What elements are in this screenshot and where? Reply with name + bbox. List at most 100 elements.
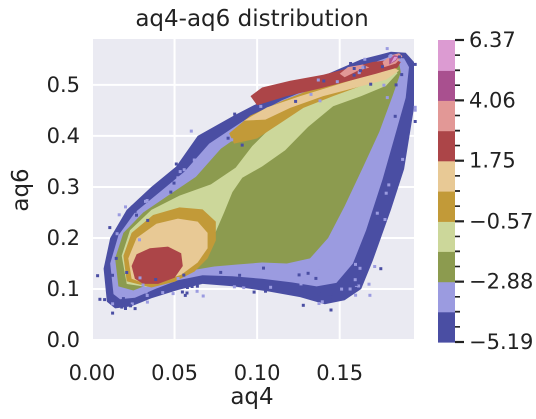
density-speck-12 bbox=[154, 278, 158, 281]
density-speck-94 bbox=[314, 276, 318, 280]
density-speck-127 bbox=[358, 69, 362, 73]
density-speck-137 bbox=[413, 108, 417, 112]
density-speck-133 bbox=[118, 293, 122, 297]
density-speck-74 bbox=[226, 136, 230, 140]
density-speck-78 bbox=[262, 266, 265, 270]
y-axis-ticks: 0.0 0.1 0.2 0.3 0.4 0.5 bbox=[47, 73, 80, 352]
density-speck-9 bbox=[393, 114, 397, 118]
density-speck-47 bbox=[309, 92, 313, 96]
density-speck-112 bbox=[332, 293, 336, 297]
density-speck-105 bbox=[367, 282, 371, 286]
contour-region-8 bbox=[131, 246, 183, 284]
density-speck-55 bbox=[242, 286, 246, 290]
density-speck-117 bbox=[400, 73, 404, 77]
x-axis-ticks: 0.00 0.05 0.10 0.15 bbox=[69, 361, 363, 385]
density-speck-121 bbox=[222, 267, 226, 271]
density-speck-37 bbox=[259, 104, 263, 108]
density-speck-40 bbox=[152, 188, 156, 192]
chart-title: aq4-aq6 distribution bbox=[135, 6, 368, 32]
colorbar-band-0 bbox=[438, 311, 455, 343]
density-speck-118 bbox=[133, 209, 137, 213]
density-speck-71 bbox=[110, 295, 114, 299]
density-speck-65 bbox=[403, 68, 407, 72]
density-speck-46 bbox=[413, 62, 417, 66]
density-speck-136 bbox=[174, 162, 178, 166]
density-speck-34 bbox=[130, 302, 134, 306]
colorbar: 6.37 4.06 1.75 −0.57 −2.88 −5.19 bbox=[438, 28, 533, 354]
density-speck-43 bbox=[382, 83, 386, 87]
density-speck-66 bbox=[394, 83, 398, 87]
density-speck-22 bbox=[125, 271, 129, 274]
density-speck-63 bbox=[135, 213, 138, 217]
density-speck-87 bbox=[398, 55, 401, 59]
density-speck-13 bbox=[335, 80, 339, 84]
contour-region-9 bbox=[250, 59, 401, 106]
colorbar-tick-label-2: 1.75 bbox=[469, 149, 516, 173]
colorbar-tick-label-3: −0.57 bbox=[469, 209, 533, 233]
density-speck-58 bbox=[233, 112, 237, 116]
density-speck-130 bbox=[117, 213, 121, 217]
density-speck-122 bbox=[192, 158, 196, 162]
x-tick-label-1: 0.05 bbox=[151, 361, 198, 385]
density-speck-93 bbox=[252, 290, 256, 294]
density-speck-21 bbox=[383, 218, 387, 221]
density-speck-102 bbox=[385, 96, 389, 100]
contour-region-7 bbox=[243, 67, 400, 121]
density-speck-131 bbox=[169, 190, 173, 194]
density-speck-18 bbox=[306, 271, 310, 275]
colorbar-band-9 bbox=[438, 40, 455, 71]
density-speck-90 bbox=[354, 282, 358, 286]
density-speck-7 bbox=[114, 256, 118, 260]
colorbar-tick-label-1: 4.06 bbox=[469, 88, 516, 112]
density-speck-129 bbox=[232, 285, 236, 289]
density-speck-79 bbox=[176, 176, 180, 180]
density-speck-19 bbox=[357, 71, 361, 75]
colorbar-band-3 bbox=[438, 221, 455, 252]
density-speck-0 bbox=[103, 298, 107, 302]
density-speck-64 bbox=[172, 181, 176, 185]
contour-regions bbox=[103, 51, 414, 309]
density-speck-123 bbox=[176, 277, 180, 280]
density-speck-98 bbox=[178, 170, 182, 174]
colorbar-tick-label-5: −5.19 bbox=[469, 330, 533, 354]
density-speck-69 bbox=[395, 167, 399, 170]
density-speck-61 bbox=[195, 284, 199, 288]
density-speck-110 bbox=[379, 267, 383, 271]
density-speck-3 bbox=[360, 273, 364, 276]
y-tick-label-2: 0.2 bbox=[47, 226, 80, 250]
density-speck-51 bbox=[355, 246, 359, 250]
density-speck-75 bbox=[230, 138, 234, 142]
density-speck-41 bbox=[111, 311, 115, 315]
density-speck-92 bbox=[328, 295, 332, 299]
density-speck-104 bbox=[331, 289, 335, 293]
y-axis-label: aq6 bbox=[8, 168, 34, 211]
colorbar-tick-label-0: 6.37 bbox=[469, 28, 516, 52]
density-speck-20 bbox=[368, 293, 372, 297]
density-speck-132 bbox=[317, 292, 321, 296]
density-speck-88 bbox=[124, 205, 127, 209]
density-speck-35 bbox=[96, 274, 100, 278]
density-speck-81 bbox=[393, 179, 397, 182]
density-speck-103 bbox=[111, 273, 114, 277]
density-speck-89 bbox=[305, 293, 308, 297]
density-speck-56 bbox=[161, 291, 165, 295]
sparse-density-specks bbox=[96, 47, 417, 315]
density-speck-14 bbox=[108, 226, 112, 230]
density-speck-26 bbox=[191, 282, 195, 286]
colorbar-band-6 bbox=[438, 130, 455, 162]
density-speck-116 bbox=[201, 294, 205, 298]
density-speck-120 bbox=[401, 157, 405, 161]
density-speck-100 bbox=[316, 78, 320, 82]
y-tick-label-4: 0.4 bbox=[47, 124, 80, 148]
density-speck-24 bbox=[190, 285, 194, 288]
y-tick-label-3: 0.3 bbox=[47, 175, 80, 199]
density-speck-107 bbox=[294, 99, 298, 103]
density-speck-82 bbox=[317, 302, 321, 305]
density-speck-16 bbox=[185, 286, 189, 289]
density-speck-39 bbox=[144, 199, 147, 203]
density-speck-57 bbox=[373, 265, 377, 268]
density-speck-17 bbox=[98, 297, 102, 301]
density-speck-8 bbox=[145, 294, 149, 297]
colorbar-tick-label-4: −2.88 bbox=[469, 270, 533, 294]
